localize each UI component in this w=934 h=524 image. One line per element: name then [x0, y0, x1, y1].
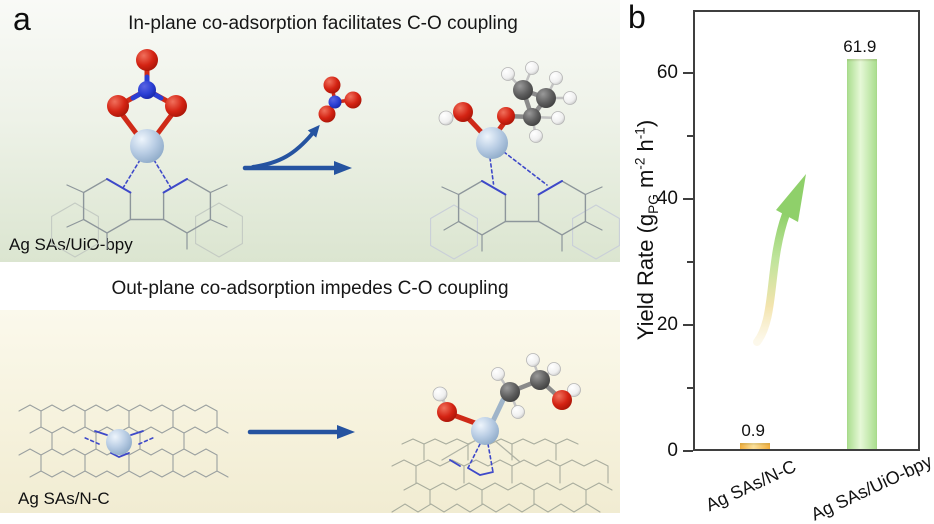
silver-atom [476, 127, 508, 159]
panel-a-label: a [13, 1, 31, 37]
y-minor-tick [687, 387, 693, 389]
hydrogen-atom [547, 362, 561, 376]
hydrogen-atom [567, 383, 581, 397]
hydroxyl-group [438, 102, 487, 138]
carbon-atom [536, 88, 556, 108]
y-tick-label: 20 [656, 314, 678, 335]
carbon-atom [500, 382, 520, 402]
nc-sheet-wireframe [391, 438, 613, 513]
y-major-tick [683, 450, 693, 452]
oxygen-atom [552, 390, 572, 410]
y-tick-label: 40 [656, 188, 678, 209]
hydrogen-atom [432, 386, 448, 402]
hydrogen-atom [511, 405, 525, 419]
bar-Ag SAs/N-C [740, 443, 771, 449]
glycol-on-ag-nc-sheet-structure [391, 353, 613, 513]
bar-chart-plot-area [693, 10, 920, 451]
hydroxyl-group [432, 386, 478, 426]
oxygen-atom [323, 76, 341, 94]
reaction-arrows-group [242, 76, 362, 175]
carbon-atom [530, 370, 550, 390]
trend-arrow-icon [753, 174, 806, 346]
ag-sheet-bonds [441, 439, 521, 476]
hydrogen-atom [501, 67, 515, 81]
y-major-tick [683, 72, 693, 74]
nitrogen-atom [328, 95, 342, 109]
oxygen-atom [344, 91, 362, 109]
bar-value-label: 61.9 [843, 37, 877, 57]
ag-on-nc-sheet-structure [18, 404, 229, 478]
panel-b-label: b [628, 0, 646, 35]
y-title-text: ) [632, 119, 658, 128]
oxygen-atom [136, 49, 158, 71]
hydrogen-atom [529, 129, 543, 143]
hydrogen-atom [525, 61, 539, 75]
silver-atom [471, 417, 499, 445]
y-major-tick [683, 198, 693, 200]
reaction-arrow-icon [242, 161, 352, 175]
x-tick-label-ag-sas-nc: Ag SAs/N-C [702, 455, 800, 516]
hydrogen-atom [563, 91, 577, 105]
carbon-atom [513, 80, 533, 100]
outplane-title: Out-plane co-adsorption impedes C-O coup… [111, 278, 509, 299]
glycol-fragment [493, 61, 577, 143]
nitrogen-sites [82, 430, 156, 458]
bipyridine-wireframe [430, 151, 620, 260]
oxygen-atom [453, 102, 473, 122]
inplane-title: In-plane co-adsorption facilitates C-O c… [128, 13, 518, 34]
y-tick-label: 0 [667, 440, 678, 461]
y-title-text: h [632, 139, 658, 158]
hydrogen-atom [438, 110, 454, 126]
y-minor-tick [687, 135, 693, 137]
silver-atom [106, 429, 132, 455]
bar-Ag SAs/UiO-bpy [846, 59, 877, 449]
oxygen-atom [437, 402, 457, 422]
hydrogen-atom [526, 353, 540, 367]
carbon-atom [523, 108, 541, 126]
nitrate-molecule [107, 49, 187, 140]
uio-bpy-structure-label: Ag SAs/UiO-bpy [9, 235, 133, 254]
y-major-tick [683, 324, 693, 326]
y-title-sup: -2 [632, 157, 648, 170]
nitrate-on-ag-bipyridine-structure [51, 49, 243, 258]
nitrogen-atom [138, 81, 156, 99]
reaction-arrow-icon [247, 425, 355, 439]
glycol-fragment [490, 353, 581, 424]
hydrogen-atom [491, 367, 505, 381]
silver-atom [130, 129, 164, 163]
oxygen-atom [165, 95, 187, 117]
released-nitrate-molecule [318, 76, 362, 123]
y-minor-tick [687, 261, 693, 263]
bipyridine-wireframe [51, 159, 243, 258]
glycol-on-ag-bipyridine-structure [430, 61, 620, 260]
oxygen-atom [497, 107, 515, 125]
hydrogen-atom [549, 71, 563, 85]
hydrogen-atom [551, 111, 565, 125]
nc-structure-label: Ag SAs/N-C [18, 489, 110, 508]
oxygen-atom [107, 95, 129, 117]
bar-value-label: 0.9 [741, 421, 765, 441]
oxygen-atom [318, 105, 336, 123]
release-arrow-icon [251, 124, 320, 169]
y-title-sup: -1 [632, 127, 648, 140]
y-tick-label: 60 [656, 62, 678, 83]
x-tick-label-ag-sas-uio-bpy: Ag SAs/UiO-bpy [807, 450, 934, 524]
